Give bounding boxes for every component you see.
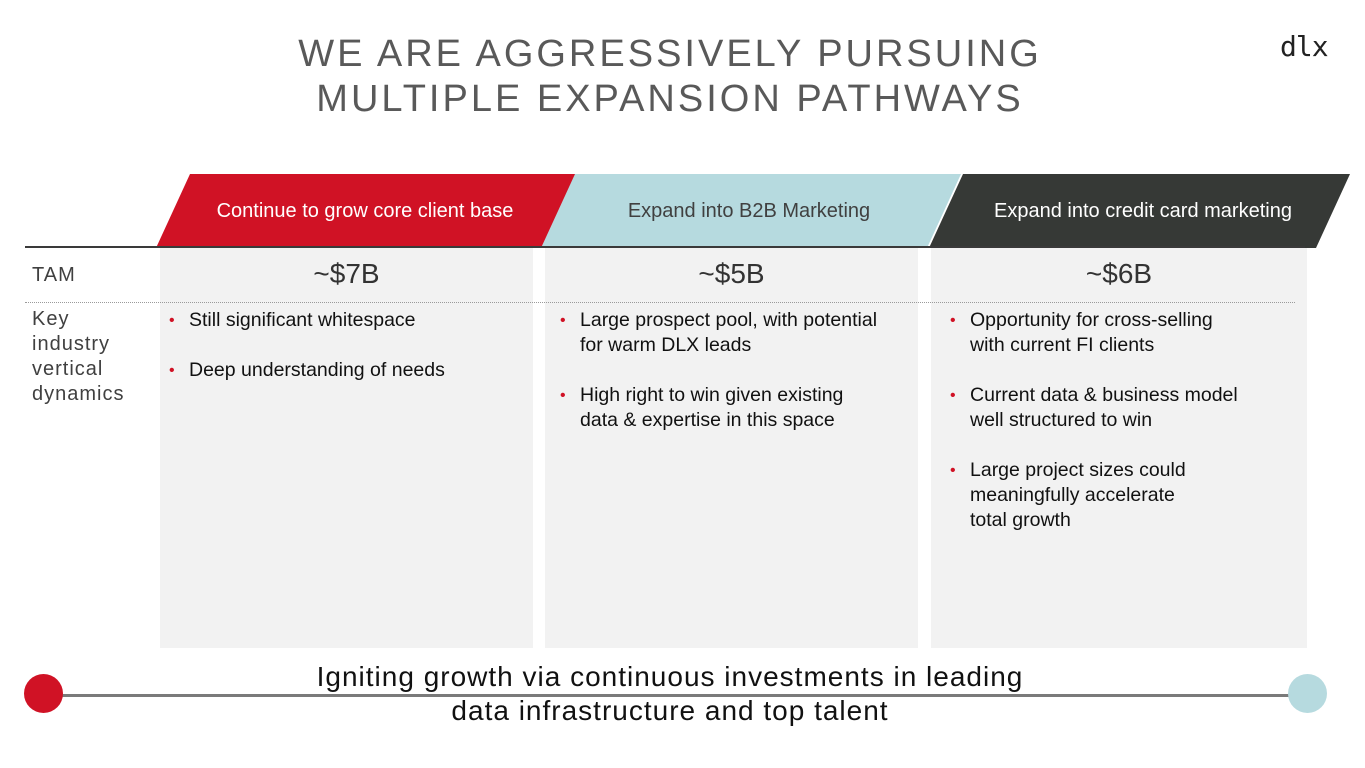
footer-tagline-line-2: data infrastructure and top talent	[451, 695, 889, 726]
tam-value-b2b: ~$5B	[698, 258, 765, 289]
bullet-text: Still significant whitespace	[189, 309, 416, 331]
bullet-text: High right to win given existing	[580, 384, 844, 406]
header-shape-core	[156, 174, 576, 248]
row-label-dynamics-line: Key	[32, 308, 70, 330]
dlx-logo: dlx	[1280, 30, 1329, 63]
footer-tagline-line-1: Igniting growth via continuous investmen…	[310, 660, 1030, 694]
column-header-shapes	[156, 174, 1350, 248]
list-item: • Still significant whitespace	[169, 308, 529, 333]
bullet-text: for warm DLX leads	[580, 334, 752, 356]
bullet-dot-icon: •	[169, 312, 175, 329]
row-label-dynamics-line: dynamics	[32, 383, 125, 405]
timeline-end-circle-icon	[1288, 674, 1327, 713]
bullet-dot-icon: •	[560, 387, 566, 404]
column-header-credit-card: Expand into credit card marketing	[994, 199, 1292, 222]
bullet-text: Large project sizes could	[970, 459, 1186, 481]
bullet-dot-icon: •	[169, 362, 175, 379]
list-item: • Deep understanding of needs	[169, 358, 529, 383]
column-panel-core	[160, 248, 533, 648]
list-item: • Large project sizes could meaningfully…	[950, 458, 1305, 533]
bullet-dot-icon: •	[950, 387, 956, 404]
bullet-text: Large prospect pool, with potential	[580, 309, 878, 331]
list-item: • Opportunity for cross-selling with cur…	[950, 308, 1305, 358]
timeline-start-circle-icon	[24, 674, 63, 713]
bullet-text: Current data & business model	[970, 384, 1238, 406]
bullet-list-credit-card: • Opportunity for cross-selling with cur…	[950, 308, 1305, 558]
tam-value-credit-card: ~$6B	[1085, 258, 1153, 289]
row-label-dynamics-line: industry	[32, 333, 111, 355]
tam-row-divider	[25, 302, 1295, 303]
bullet-list-core: • Still significant whitespace • Deep un…	[169, 308, 529, 408]
row-label-tam: TAM	[32, 264, 76, 286]
footer-timeline-line	[44, 694, 1307, 697]
footer-tagline: Igniting growth via continuous investmen…	[250, 660, 1090, 728]
header-shape-credit-card	[929, 174, 1350, 248]
bullet-text: with current FI clients	[970, 334, 1155, 356]
slide-title-line-1: WE ARE AGGRESSIVELY PURSUING	[298, 33, 1042, 75]
header-shape-b2b	[541, 174, 961, 248]
bullet-text: Deep understanding of needs	[189, 359, 445, 381]
column-header-b2b: Expand into B2B Marketing	[627, 199, 871, 222]
slide-title-line-2: MULTIPLE EXPANSION PATHWAYS	[316, 78, 1024, 120]
tam-value-core: ~$7B	[313, 258, 380, 289]
list-item: • High right to win given existing data …	[560, 383, 915, 433]
bullet-dot-icon: •	[950, 312, 956, 329]
bullet-text: well structured to win	[970, 409, 1153, 431]
header-divider	[25, 246, 1305, 248]
bullet-text: Opportunity for cross-selling	[970, 309, 1213, 331]
list-item: • Large prospect pool, with potential fo…	[560, 308, 915, 358]
slide-title: WE ARE AGGRESSIVELY PURSUING MULTIPLE EX…	[170, 32, 1170, 122]
column-panel-b2b	[545, 248, 918, 648]
bullet-text: total growth	[970, 509, 1071, 531]
list-item: • Current data & business model well str…	[950, 383, 1305, 433]
bullet-text: meaningfully accelerate	[970, 484, 1175, 506]
row-label-dynamics-line: vertical	[32, 358, 104, 380]
row-label-dynamics: Key industry vertical dynamics	[32, 307, 124, 407]
bullet-dot-icon: •	[950, 462, 956, 479]
column-panel-credit-card	[931, 248, 1307, 648]
bullet-dot-icon: •	[560, 312, 566, 329]
bullet-list-b2b: • Large prospect pool, with potential fo…	[560, 308, 915, 458]
column-header-core: Continue to grow core client base	[216, 199, 514, 222]
bullet-text: data & expertise in this space	[580, 409, 835, 431]
